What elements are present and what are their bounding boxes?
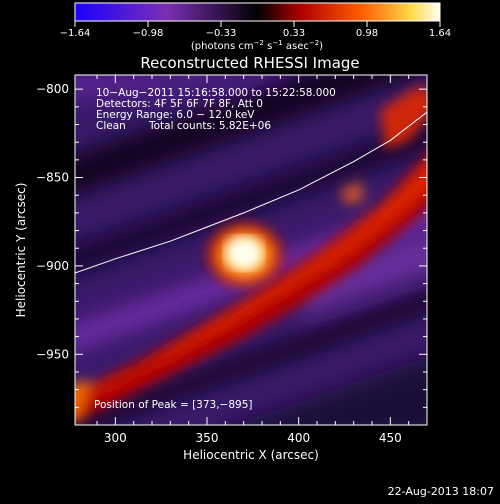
x-tick-label: 300: [104, 431, 127, 445]
x-axis-label: Heliocentric X (arcsec): [183, 448, 319, 462]
annotation-energy: Energy Range: 6.0 − 12.0 keV: [96, 109, 255, 121]
y-tick-label: −950: [36, 347, 69, 361]
colorbar-tick-label: −0.98: [133, 28, 164, 39]
chart-title: Reconstructed RHESSI Image: [140, 54, 359, 72]
colorbar-gradient: [74, 2, 441, 22]
heatmap-image: [75, 75, 427, 425]
x-tick-label: 450: [379, 431, 402, 445]
x-tick-label: 350: [196, 431, 219, 445]
colorbar-tick-label: 1.64: [429, 28, 451, 39]
colorbar-tick-label: −1.64: [60, 28, 91, 39]
annotation-detectors: Detectors: 4F 5F 6F 7F 8F, Att 0: [96, 98, 263, 110]
y-axis: −800 −850 −900 −950: [36, 82, 427, 408]
colorbar-ticks: −1.64 −0.98 −0.33 0.33 0.98 1.64: [60, 21, 451, 39]
annotation-peak: Position of Peak = [373,−895]: [94, 399, 253, 411]
colorbar-tick-label: 0.98: [356, 28, 378, 39]
colorbar-units: (photons cm−2 s−1 asec−2): [191, 39, 323, 52]
y-tick-label: −850: [36, 171, 69, 185]
solar-limb-curve: [75, 111, 427, 274]
annotation-counts: Total counts: 5.82E+06: [148, 120, 271, 132]
annotations: 10−Aug−2011 15:16:58.000 to 15:22:58.000…: [94, 87, 336, 411]
y-axis-label: Heliocentric Y (arcsec): [14, 183, 28, 318]
y-tick-label: −900: [36, 259, 69, 273]
colorbar: −1.64 −0.98 −0.33 0.33 0.98 1.64 (photons cm−…: [60, 2, 451, 52]
annotation-time-range: 10−Aug−2011 15:16:58.000 to 15:22:58.000: [96, 87, 336, 99]
annotation-method: Clean: [96, 120, 126, 132]
colorbar-tick-label: 0.33: [283, 28, 305, 39]
colorbar-tick-label: −0.33: [206, 28, 237, 39]
x-axis: 300 350 400 450: [96, 75, 428, 445]
footer-timestamp: 22-Aug-2013 18:07: [387, 485, 494, 498]
plot-frame: [74, 74, 428, 426]
x-tick-label: 400: [287, 431, 310, 445]
y-tick-label: −800: [36, 82, 69, 96]
